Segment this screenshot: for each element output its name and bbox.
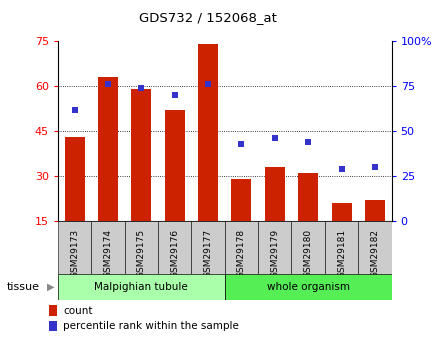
Text: GSM29181: GSM29181 xyxy=(337,229,346,278)
FancyBboxPatch shape xyxy=(91,221,125,274)
Text: GSM29179: GSM29179 xyxy=(270,229,279,278)
FancyBboxPatch shape xyxy=(358,221,392,274)
Bar xyxy=(165,110,185,221)
Bar xyxy=(49,305,57,316)
Text: GSM29174: GSM29174 xyxy=(103,229,113,278)
Text: GSM29177: GSM29177 xyxy=(203,229,213,278)
FancyBboxPatch shape xyxy=(58,274,225,300)
Point xyxy=(271,136,279,141)
Bar xyxy=(332,203,352,221)
Bar xyxy=(265,167,285,221)
Point xyxy=(338,166,345,171)
Bar xyxy=(365,200,385,221)
Text: GSM29182: GSM29182 xyxy=(370,229,380,278)
Point xyxy=(138,85,145,91)
Point xyxy=(305,139,312,145)
Text: GSM29178: GSM29178 xyxy=(237,229,246,278)
Text: GSM29173: GSM29173 xyxy=(70,229,79,278)
Point xyxy=(105,82,112,87)
Text: GSM29180: GSM29180 xyxy=(303,229,313,278)
Bar xyxy=(231,179,251,221)
Text: Malpighian tubule: Malpighian tubule xyxy=(94,282,188,292)
Text: percentile rank within the sample: percentile rank within the sample xyxy=(63,321,239,331)
FancyBboxPatch shape xyxy=(258,221,291,274)
FancyBboxPatch shape xyxy=(58,221,91,274)
FancyBboxPatch shape xyxy=(191,221,225,274)
Bar xyxy=(98,77,118,221)
Point xyxy=(372,164,379,170)
Point xyxy=(71,107,78,112)
Text: tissue: tissue xyxy=(7,282,40,292)
Text: GSM29176: GSM29176 xyxy=(170,229,179,278)
Text: ▶: ▶ xyxy=(47,282,54,292)
Point xyxy=(205,82,212,87)
Text: GDS732 / 152068_at: GDS732 / 152068_at xyxy=(139,11,277,24)
FancyBboxPatch shape xyxy=(225,221,258,274)
FancyBboxPatch shape xyxy=(225,274,392,300)
Text: count: count xyxy=(63,306,93,316)
Bar xyxy=(49,321,57,331)
Bar xyxy=(198,45,218,221)
FancyBboxPatch shape xyxy=(291,221,325,274)
FancyBboxPatch shape xyxy=(125,221,158,274)
Text: GSM29175: GSM29175 xyxy=(137,229,146,278)
FancyBboxPatch shape xyxy=(325,221,358,274)
Bar xyxy=(131,89,151,221)
Point xyxy=(238,141,245,146)
Text: whole organism: whole organism xyxy=(267,282,350,292)
Bar xyxy=(65,137,85,221)
FancyBboxPatch shape xyxy=(158,221,191,274)
Bar xyxy=(298,173,318,221)
Point xyxy=(171,92,178,98)
